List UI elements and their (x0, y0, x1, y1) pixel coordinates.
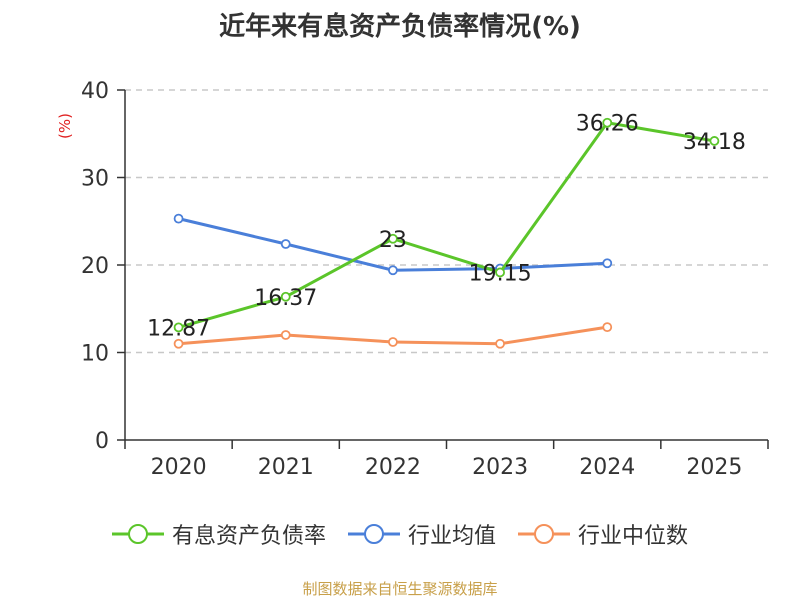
data-point (280, 291, 291, 302)
legend-circle (127, 524, 148, 544)
legend-item[interactable]: 有息资产负债率 (111, 518, 326, 550)
x-tick-label: 2020 (151, 455, 207, 480)
legend-label: 行业均值 (407, 524, 496, 549)
data-point (495, 267, 505, 278)
legend: 有息资产负债率 行业均值 行业中位数 (0, 518, 800, 550)
data-point (602, 322, 613, 333)
x-tick-label: 2024 (579, 455, 635, 480)
legend-circle (363, 524, 384, 544)
y-tick-label: 20 (81, 254, 109, 279)
legend-label: 有息资产负债率 (171, 524, 326, 549)
legend-circle (534, 524, 554, 544)
data-point (280, 330, 291, 340)
data-label: 36.26 (576, 112, 639, 137)
legend-label: 行业中位数 (578, 524, 689, 549)
data-point (602, 117, 613, 128)
legend-marker-icon (347, 524, 400, 544)
chart-title: 近年来有息资产负债率情况(%) (219, 12, 581, 42)
data-point (173, 322, 184, 333)
series-line (178, 121, 715, 329)
data-label: 16.37 (254, 286, 317, 311)
data-label: 19.15 (469, 261, 532, 286)
data-point (388, 233, 398, 244)
data-point (602, 258, 613, 269)
data-label: 23 (379, 228, 407, 253)
data-point (173, 213, 184, 224)
y-axis-label: (%) (56, 113, 74, 139)
x-tick-label: 2022 (365, 455, 421, 480)
data-point (173, 338, 184, 349)
data-point (495, 338, 505, 349)
legend-item[interactable]: 行业中位数 (518, 518, 688, 550)
y-tick-label: 30 (81, 167, 109, 192)
legend-item[interactable]: 行业均值 (347, 518, 496, 550)
legend-marker-icon (111, 524, 164, 544)
x-tick-label: 2023 (472, 455, 528, 480)
data-label: 12.87 (147, 316, 210, 341)
data-point (388, 265, 398, 276)
x-tick-label: 2025 (686, 455, 742, 480)
data-point (388, 337, 398, 347)
y-tick-label: 10 (81, 342, 109, 367)
source-note: 制图数据来自恒生聚源数据库 (302, 580, 498, 598)
y-tick-label: 40 (81, 79, 109, 104)
data-point (280, 239, 291, 249)
x-tick-label: 2021 (258, 455, 314, 480)
data-label: 34.18 (683, 130, 746, 155)
legend-marker-icon (518, 524, 570, 544)
data-point (709, 136, 720, 146)
y-tick-label: 0 (95, 429, 109, 454)
